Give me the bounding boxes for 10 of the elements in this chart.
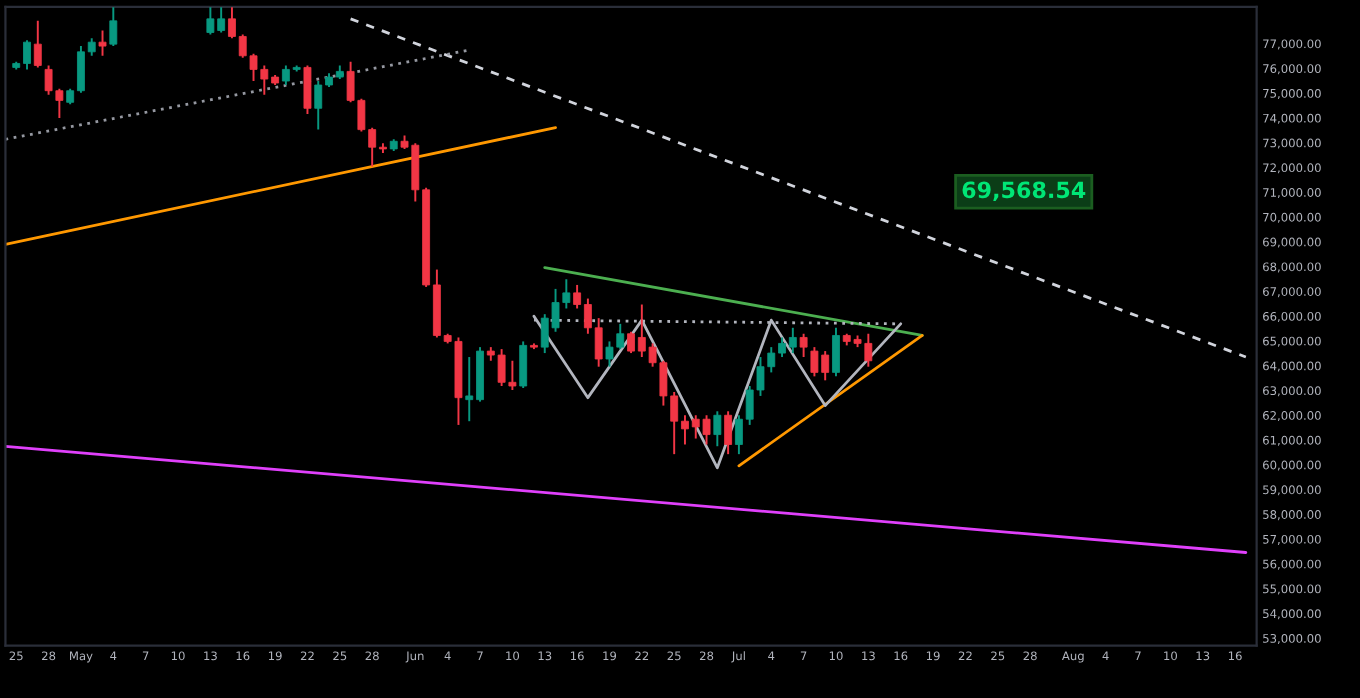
candlestick <box>713 410 722 448</box>
candlestick <box>799 332 808 358</box>
candlestick <box>724 410 733 456</box>
annotation: 69,568.54 <box>962 181 1086 202</box>
candlestick <box>109 6 118 48</box>
candlestick <box>519 340 528 389</box>
candlestick <box>832 326 840 378</box>
candlestick <box>98 29 107 57</box>
candlestick <box>303 64 312 115</box>
candlestick <box>33 19 42 69</box>
